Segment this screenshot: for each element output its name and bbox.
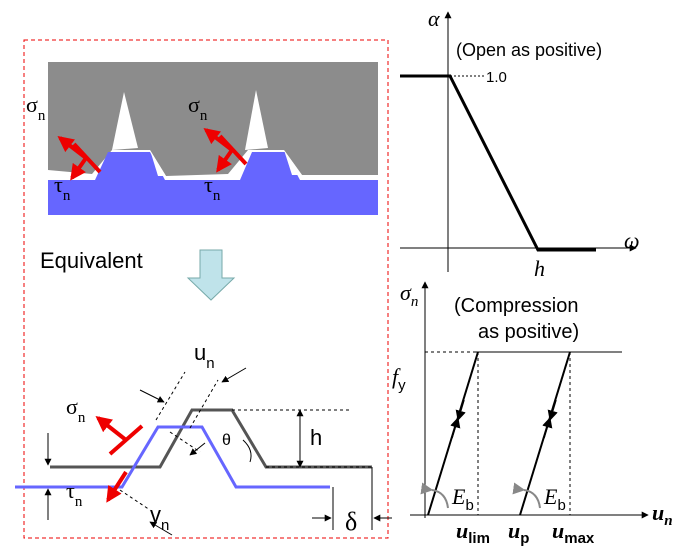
label-part: p <box>520 530 529 546</box>
label-part: τ <box>204 172 213 197</box>
equivalent-label: Equivalent <box>40 248 143 273</box>
label-part: max <box>564 530 595 546</box>
label-part: n <box>200 108 208 124</box>
label-part: σ <box>188 92 200 117</box>
label-part: τ <box>66 478 75 503</box>
label-part: u <box>652 500 664 525</box>
label-part: n <box>63 188 71 204</box>
label-part: n <box>213 188 221 204</box>
tick-label: h <box>534 256 545 281</box>
label-part: u <box>456 518 468 543</box>
compression-plot: σn (Compression as positive) fy Eb Eb ul… <box>392 280 673 546</box>
label-part: E <box>451 484 466 509</box>
label-part: τ <box>54 172 63 197</box>
tick-label: up <box>508 518 529 546</box>
label-part: lim <box>468 530 490 546</box>
label-part: n <box>206 355 214 372</box>
label-part: u <box>194 340 206 365</box>
down-arrow <box>188 250 234 300</box>
note: (Open as positive) <box>456 40 602 60</box>
tick-label: fy <box>392 364 406 394</box>
tick-label: ulim <box>456 518 490 546</box>
label-part: n <box>411 294 419 310</box>
axis-label: α <box>428 6 440 31</box>
label-part: n <box>75 494 83 510</box>
damage-plot: α (Open as positive) 1.0 ω h <box>400 6 640 281</box>
label-part: n <box>161 517 169 534</box>
label: Eb <box>543 484 566 514</box>
label-part: n <box>78 410 86 426</box>
axis-label: ω <box>624 228 640 253</box>
label: h <box>310 425 322 450</box>
label: θ <box>222 432 231 449</box>
label-part: y <box>398 377 406 394</box>
label: un <box>194 340 215 372</box>
label-part: b <box>465 497 473 514</box>
label-part: σ <box>26 92 38 117</box>
label-part: u <box>508 518 520 543</box>
axis-label: σn <box>400 280 418 310</box>
axis-label: un <box>652 500 673 529</box>
diagram: σn τn σn τn Equivalent <box>0 0 676 546</box>
contact-figure: σn τn σn τn <box>26 62 378 215</box>
level-label: 1.0 <box>486 69 507 86</box>
label-part: E <box>543 484 558 509</box>
tick-label: umax <box>552 518 595 546</box>
label-part: b <box>557 497 565 514</box>
label: σn <box>66 394 86 426</box>
label: Eb <box>451 484 474 514</box>
label: vn <box>150 502 169 534</box>
label-part: n <box>38 108 46 124</box>
label: δ <box>345 507 357 536</box>
note: (Compression <box>454 295 578 317</box>
label: σn <box>26 92 46 124</box>
label-part: u <box>552 518 564 543</box>
note: as positive) <box>478 321 579 343</box>
label-part: n <box>664 513 672 529</box>
label: τn <box>66 478 83 510</box>
joint-model: un σn τn vn h θ δ <box>15 340 392 536</box>
label-part: v <box>150 502 161 527</box>
label-part: σ <box>66 394 78 419</box>
